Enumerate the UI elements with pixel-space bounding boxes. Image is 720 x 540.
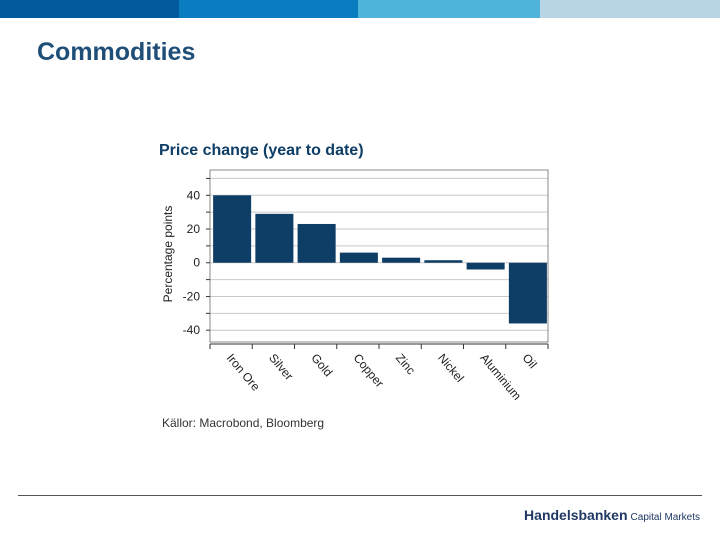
brand-subtitle: Capital Markets bbox=[630, 512, 700, 523]
y-tick-label: 20 bbox=[187, 222, 201, 236]
x-tick-label: Aluminium bbox=[477, 351, 524, 403]
bar bbox=[255, 213, 294, 263]
y-tick-label: 0 bbox=[193, 256, 200, 270]
x-tick-label: Copper bbox=[351, 351, 387, 390]
y-tick-label: -20 bbox=[183, 289, 201, 303]
footer-divider bbox=[18, 495, 702, 496]
y-tick-label: 40 bbox=[187, 188, 201, 202]
header-bar-segment bbox=[179, 0, 358, 18]
x-tick-label: Silver bbox=[266, 351, 296, 383]
header-bar-segment bbox=[358, 0, 540, 18]
bar bbox=[339, 252, 378, 263]
bar bbox=[213, 195, 252, 263]
bar bbox=[466, 262, 505, 270]
y-tick-label: -40 bbox=[183, 323, 201, 337]
bar bbox=[382, 257, 421, 263]
bar-chart: Price change (year to date) Percentage p… bbox=[159, 142, 549, 403]
slide-title: Commodities bbox=[37, 38, 196, 66]
x-tick-label: Iron Ore bbox=[224, 351, 263, 394]
source-note: Källor: Macrobond, Bloomberg bbox=[162, 416, 325, 430]
header-color-bar bbox=[0, 0, 720, 18]
x-tick-label: Gold bbox=[308, 351, 335, 379]
bar bbox=[508, 262, 547, 324]
header-bar-segment bbox=[0, 0, 179, 18]
header-bar-segment bbox=[540, 0, 720, 18]
brand-name: Handelsbanken bbox=[524, 507, 628, 523]
x-tick-label: Oil bbox=[520, 351, 540, 371]
x-tick-label: Nickel bbox=[435, 351, 467, 385]
x-tick-label: Zinc bbox=[393, 351, 418, 377]
y-axis-label: Percentage points bbox=[161, 206, 175, 303]
chart-title: Price change (year to date) bbox=[159, 142, 364, 159]
plot-frame bbox=[209, 169, 549, 343]
bar bbox=[424, 260, 463, 263]
bar bbox=[297, 223, 336, 263]
brand-logo: Handelsbanken Capital Markets bbox=[524, 507, 700, 525]
